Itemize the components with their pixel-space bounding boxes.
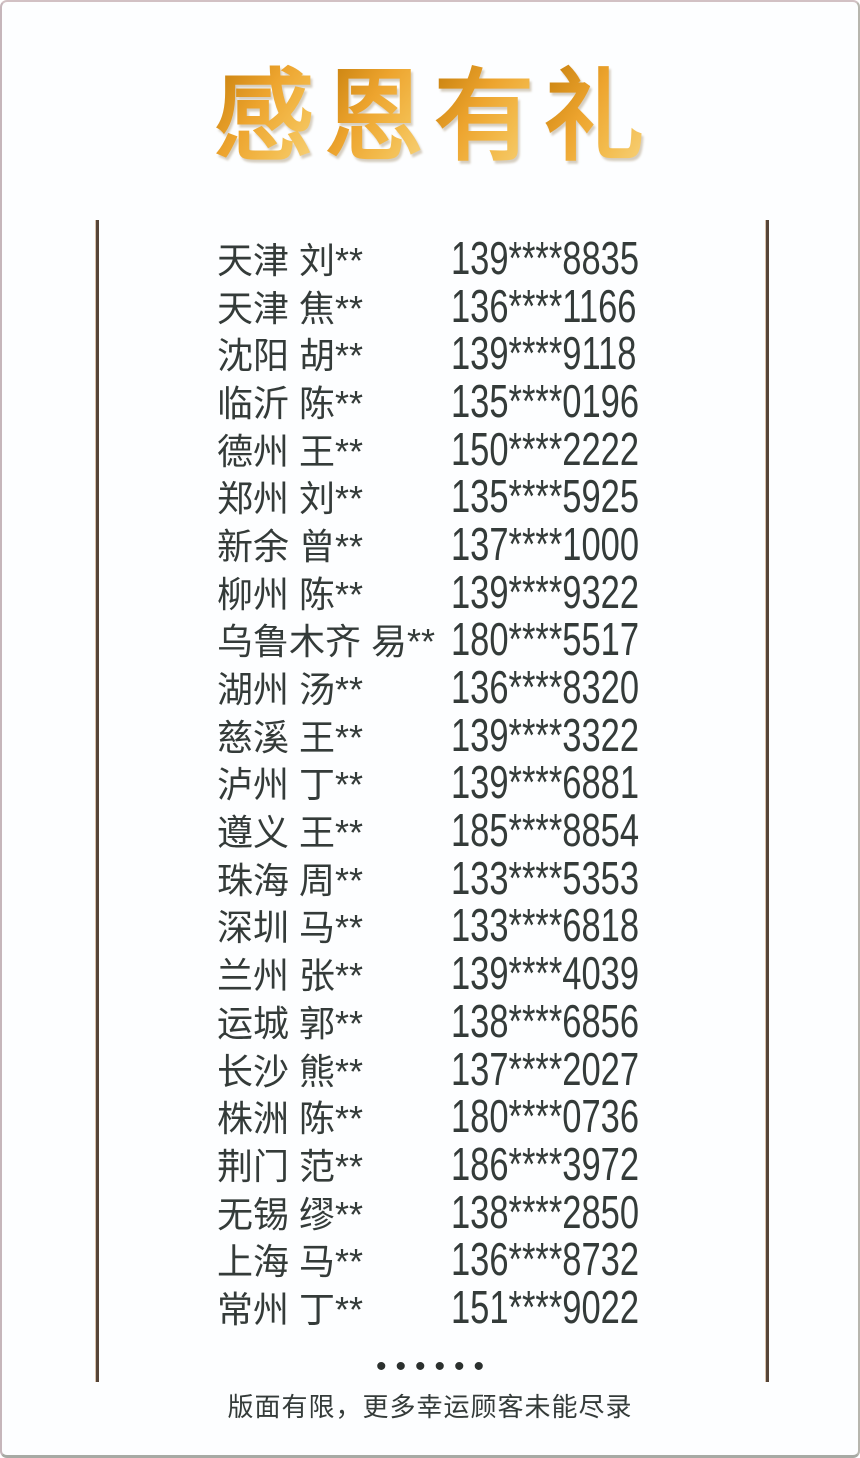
winner-phone: 139****9118 <box>451 327 637 380</box>
winner-phone: 138****2850 <box>451 1185 640 1238</box>
winner-phone: 139****9322 <box>451 565 640 618</box>
winner-name: 上海 马** <box>217 1241 364 1283</box>
winner-name: 柳州 陈** <box>217 573 364 615</box>
winner-phone: 133****6818 <box>451 899 640 952</box>
winner-name: 泸州 丁** <box>217 764 364 806</box>
list-item: 长沙 熊** 137****2027 <box>217 1042 657 1095</box>
list-item: 兰州 张** 139****4039 <box>217 947 657 1000</box>
winner-phone: 135****0196 <box>451 374 640 427</box>
list-item: 柳州 陈** 139****9322 <box>217 565 657 618</box>
list-item: 乌鲁木齐 易** 180****5517 <box>217 613 657 665</box>
list-item: 慈溪 王** 139****3322 <box>217 708 657 761</box>
winner-phone: 136****1166 <box>451 279 637 332</box>
winner-name: 荆门 范** <box>217 1145 364 1187</box>
winner-phone: 139****3322 <box>451 708 640 761</box>
right-divider-line <box>765 220 769 1382</box>
winner-phone: 137****1000 <box>451 517 640 570</box>
list-item: 天津 刘** 139****8835 <box>217 231 657 284</box>
winner-phone: 139****6881 <box>451 756 640 809</box>
winner-name: 遵义 王** <box>217 812 364 854</box>
winner-phone: 133****5353 <box>451 851 640 904</box>
winner-phone: 136****8732 <box>451 1233 640 1286</box>
list-item: 无锡 缪** 138****2850 <box>217 1185 657 1238</box>
list-item: 遵义 王** 185****8854 <box>217 804 657 857</box>
winner-phone: 138****6856 <box>451 994 640 1047</box>
winner-name: 天津 焦** <box>217 287 364 329</box>
list-item: 株洲 陈** 180****0736 <box>217 1090 657 1143</box>
winner-name: 乌鲁木齐 易** <box>217 621 436 663</box>
winner-name: 运城 郭** <box>217 1002 364 1044</box>
list-item: 新余 曾** 137****1000 <box>217 517 657 570</box>
list-item: 运城 郭** 138****6856 <box>217 994 657 1047</box>
winner-name: 慈溪 王** <box>217 716 364 758</box>
winner-name: 临沂 陈** <box>217 382 364 424</box>
page-title: 感恩有礼 <box>2 54 858 179</box>
winner-phone: 185****8854 <box>451 804 640 857</box>
ellipsis-dots: •••••• <box>375 1350 494 1383</box>
winner-name: 沈阳 胡** <box>217 335 364 377</box>
list-item: 天津 焦** 136****1166 <box>217 279 657 332</box>
list-item: 泸州 丁** 139****6881 <box>217 756 657 808</box>
winner-phone: 151****9022 <box>451 1280 640 1333</box>
list-item: 珠海 周** 133****5353 <box>217 851 657 904</box>
list-item: 湖州 汤** 136****8320 <box>217 661 657 714</box>
winner-phone: 150****2222 <box>451 422 640 475</box>
left-divider-line <box>95 220 99 1382</box>
winner-phone: 180****0736 <box>451 1090 640 1143</box>
winner-name: 株洲 陈** <box>217 1098 364 1140</box>
list-item: 德州 王** 150****2222 <box>217 422 657 475</box>
winner-name: 长沙 熊** <box>217 1050 364 1092</box>
winner-phone: 139****4039 <box>451 947 640 1000</box>
winner-name: 无锡 缪** <box>217 1193 364 1235</box>
winner-phone: 180****5517 <box>451 613 640 666</box>
winner-name: 新余 曾** <box>217 525 364 567</box>
winner-phone: 139****8835 <box>451 231 640 284</box>
list-item: 常州 丁** 151****9022 <box>217 1280 657 1333</box>
winner-name: 珠海 周** <box>217 859 364 901</box>
winner-name: 天津 刘** <box>217 239 364 281</box>
footer-note: 版面有限，更多幸运顾客未能尽录 <box>227 1392 633 1422</box>
winner-name: 湖州 汤** <box>217 669 364 711</box>
winner-phone: 137****2027 <box>451 1042 640 1095</box>
winner-name: 深圳 马** <box>217 907 364 949</box>
list-item: 荆门 范** 186****3972 <box>217 1137 657 1190</box>
winner-phone: 136****8320 <box>451 661 640 714</box>
winner-name: 兰州 张** <box>217 955 364 997</box>
winner-name: 常州 丁** <box>217 1288 364 1330</box>
winner-name: 郑州 刘** <box>217 478 364 520</box>
winner-list: 天津 刘** 139****8835 天津 焦** 136****1166 沈阳… <box>217 231 657 1333</box>
list-item: 沈阳 胡** 139****9118 <box>217 327 657 380</box>
winner-phone: 186****3972 <box>451 1137 640 1190</box>
list-item: 上海 马** 136****8732 <box>217 1233 657 1286</box>
list-item: 郑州 刘** 135****5925 <box>217 470 657 523</box>
winner-phone: 135****5925 <box>451 470 640 523</box>
list-item: 深圳 马** 133****6818 <box>217 899 657 951</box>
winner-name: 德州 王** <box>217 430 364 472</box>
list-item: 临沂 陈** 135****0196 <box>217 374 657 427</box>
